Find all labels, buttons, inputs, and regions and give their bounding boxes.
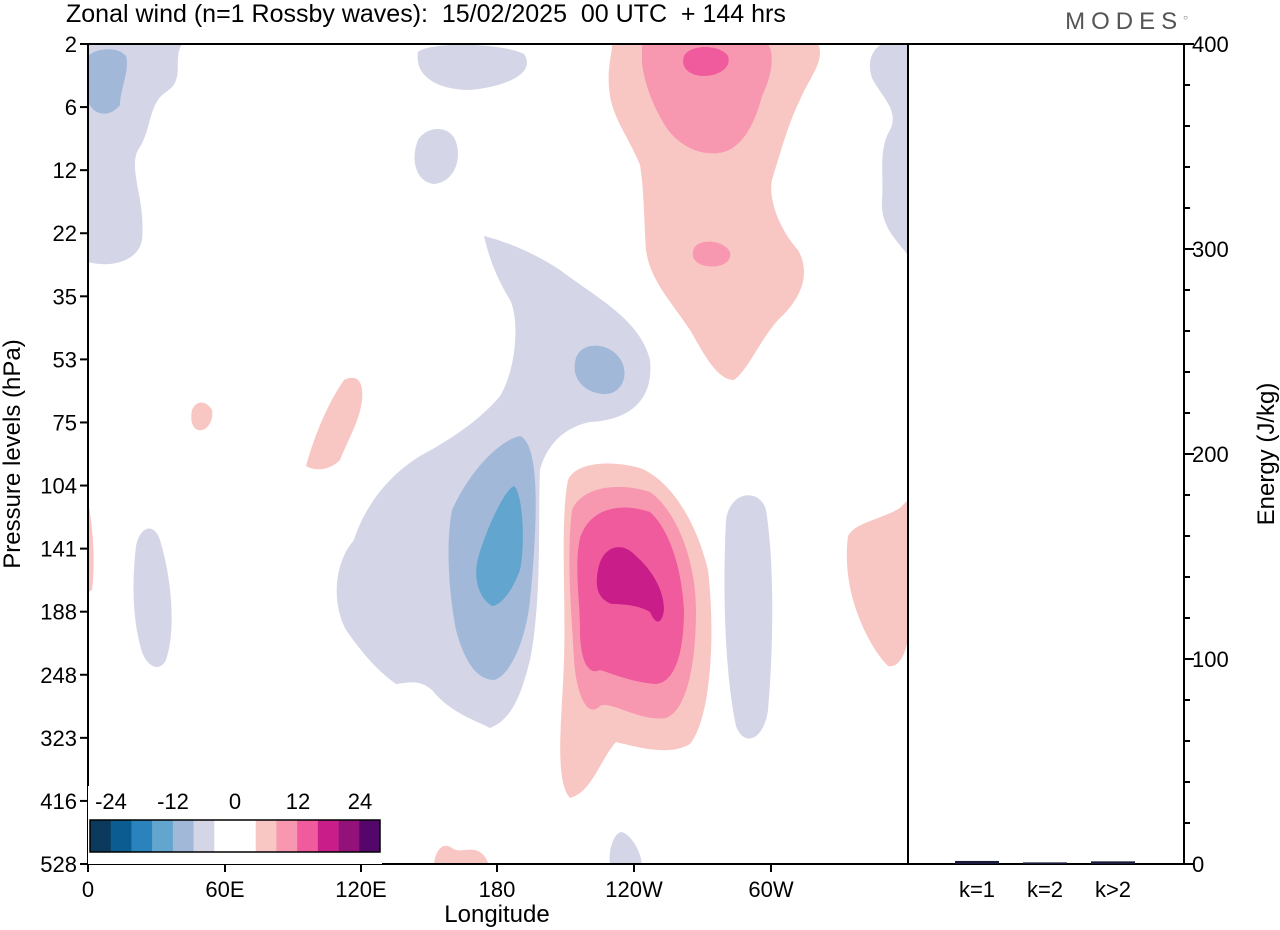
pos-edge-left	[88, 502, 94, 592]
pos-blob-left-mid	[306, 377, 363, 470]
neg-blob-upper	[414, 129, 458, 184]
y-tick-label: 104	[40, 474, 77, 499]
pos-blob-bottom	[434, 845, 488, 864]
energy-bar	[1023, 862, 1067, 864]
neg-deep-central	[476, 486, 523, 606]
colorbar-swatch	[193, 820, 215, 852]
y-tick-label: 22	[53, 221, 77, 246]
contour-field	[88, 44, 908, 864]
colorbar-swatch	[214, 820, 236, 852]
energy-axis-label: Energy (J/kg)	[1253, 383, 1280, 526]
energy-tick-label: 200	[1192, 442, 1229, 467]
energy-tick-label: 100	[1192, 647, 1229, 672]
pos-blob-mid-upper	[692, 241, 731, 267]
energy-bars: k=1 k=2 k>2	[955, 860, 1135, 902]
x-axis-label: Longitude	[444, 901, 549, 928]
colorbar-swatch	[317, 820, 339, 852]
colorbar: -24 -12 0 12 24	[88, 786, 382, 864]
y-tick-label: 323	[40, 726, 77, 751]
pos-region-right	[846, 500, 908, 667]
energy-bar	[955, 860, 999, 864]
colorbar-label: -24	[95, 789, 127, 814]
colorbar-swatch	[338, 820, 360, 852]
colorbar-label: 24	[348, 789, 372, 814]
energy-tick-label: 300	[1192, 237, 1229, 262]
x-tick-label: 120W	[605, 877, 663, 902]
y-tick-label: 248	[40, 663, 77, 688]
y-tick-label: 12	[53, 158, 77, 183]
colorbar-swatch	[152, 820, 174, 852]
colorbar-frame	[89, 819, 381, 853]
y-tick-label: 35	[53, 284, 77, 309]
x-tick-label: 60W	[748, 877, 793, 902]
colorbar-swatch	[131, 820, 153, 852]
y-tick-label: 75	[53, 410, 77, 435]
colorbar-swatch	[172, 820, 194, 852]
colorbar-label: -12	[157, 789, 189, 814]
x-axis: 0 60E 120E 180 120W 60W	[82, 864, 794, 902]
y-tick-label: 6	[65, 95, 77, 120]
energy-tick-label: 400	[1192, 32, 1229, 57]
colorbar-swatch	[359, 820, 381, 852]
pos-dot-left	[191, 402, 213, 431]
pos-deep-central	[596, 547, 664, 622]
y-axis-label: Pressure levels (hPa)	[0, 339, 26, 568]
neg-region-topright	[869, 44, 908, 255]
neg-region-top-mid	[417, 44, 527, 90]
y-tick-label: 53	[53, 347, 77, 372]
colorbar-swatch	[276, 820, 298, 852]
energy-category-label: k=2	[1027, 877, 1063, 902]
pos-region-upper	[608, 44, 821, 380]
y-tick-label: 528	[40, 852, 77, 877]
energy-category-label: k=1	[959, 877, 995, 902]
y-tick-label: 188	[40, 600, 77, 625]
energy-y-axis: 0 100 200 300 400	[1184, 32, 1229, 877]
y-tick-label: 141	[40, 537, 77, 562]
pos-deep-upper	[683, 47, 729, 76]
colorbar-swatch	[110, 820, 132, 852]
neg-core-topleft	[88, 49, 127, 114]
y-axis: 2 6 12 22 35 53 75 104 141 188 248 323 416 528	[40, 32, 88, 877]
energy-bar	[1091, 861, 1135, 864]
modes-logo: MODES○	[1065, 8, 1188, 35]
energy-category-label: k>2	[1095, 877, 1131, 902]
y-tick-label: 416	[40, 789, 77, 814]
chart-title: Zonal wind (n=1 Rossby waves): 15/02/202…	[66, 0, 786, 28]
colorbar-label: 0	[229, 789, 241, 814]
colorbar-swatch	[90, 820, 112, 852]
colorbar-swatch	[255, 820, 277, 852]
x-tick-label: 0	[82, 877, 94, 902]
neg-blob-left	[133, 528, 172, 667]
neg-blob-bottom	[609, 832, 642, 864]
x-tick-label: 120E	[335, 877, 386, 902]
colorbar-label: 12	[286, 789, 310, 814]
energy-tick-label: 0	[1192, 852, 1204, 877]
x-tick-label: 60E	[205, 877, 244, 902]
neg-blob-right	[724, 495, 773, 739]
x-tick-label: 180	[479, 877, 516, 902]
colorbar-swatch	[235, 820, 257, 852]
energy-panel-frame	[907, 43, 1185, 865]
pos-core-upper	[642, 44, 772, 154]
y-tick-label: 2	[65, 32, 77, 57]
neg-core-upper	[574, 345, 625, 395]
colorbar-swatch	[297, 820, 319, 852]
